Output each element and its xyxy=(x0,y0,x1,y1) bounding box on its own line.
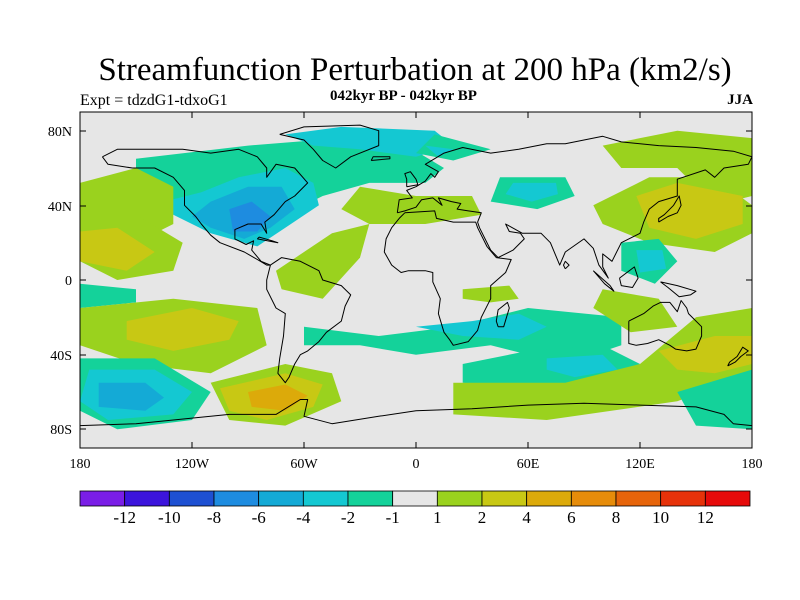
australia-coast xyxy=(628,300,703,352)
colorbar-label-0: -12 xyxy=(113,508,136,527)
contour-fill-layer xyxy=(80,126,752,430)
antarctica-coast xyxy=(80,399,752,427)
japan-coast xyxy=(658,195,682,223)
colorbar-label-12: 10 xyxy=(652,508,669,527)
colorbar-label-2: -8 xyxy=(207,508,221,527)
contour-central-asia-low-inner xyxy=(505,182,558,202)
contour-equatorial-pacific-high-inner xyxy=(126,308,239,351)
season-label: JJA xyxy=(727,92,753,108)
contour-indian-ocean-high xyxy=(593,289,678,333)
colorbar-labels: -12 -10 -8 -6 -4 -2 -1 1 2 4 6 8 10 12 xyxy=(113,508,713,527)
colorbar-box-12 xyxy=(615,490,662,507)
colorbar-box-10 xyxy=(526,490,572,507)
colorbar-box-13 xyxy=(660,490,706,507)
cuba-coast xyxy=(256,236,279,244)
contour-far-south-east-low xyxy=(677,369,752,430)
sri-lanka-coast xyxy=(563,260,570,270)
period-label: 042kyr BP - 042kyr BP xyxy=(330,88,477,104)
colorbar-label-13: 12 xyxy=(697,508,714,527)
sumatra-coast xyxy=(592,270,615,292)
lon-tick-60w: 60W xyxy=(290,457,318,472)
coastline-layer xyxy=(80,124,752,427)
africa-coast xyxy=(383,210,512,346)
lat-ticks xyxy=(80,130,752,430)
colorbar-label-10: 6 xyxy=(567,508,576,527)
colorbar-box-9 xyxy=(481,490,528,507)
lat-tick-40n: 40N xyxy=(48,200,72,215)
colorbar xyxy=(79,490,751,507)
colorbar-label-4: -4 xyxy=(296,508,311,527)
borneo-coast xyxy=(619,266,639,288)
colorbar-box-6 xyxy=(347,490,394,507)
colorbar-box-1 xyxy=(124,490,170,507)
new-guinea-coast xyxy=(660,281,697,298)
lon-tick-60e: 60E xyxy=(517,457,540,472)
colorbar-box-7 xyxy=(392,490,438,507)
experiment-label: Expt = tdzdG1-tdxoG1 xyxy=(80,92,228,109)
contour-arctic-east-low xyxy=(416,134,491,161)
lon-ticks xyxy=(79,112,753,448)
contour-south-atlantic-low-inner xyxy=(416,313,547,340)
colorbar-box-4 xyxy=(258,490,304,507)
lat-tick-80n: 80N xyxy=(48,125,72,140)
colorbar-box-11 xyxy=(570,490,617,507)
madagascar-coast xyxy=(495,301,510,328)
colorbar-label-5: -2 xyxy=(341,508,355,527)
colorbar-label-8: 2 xyxy=(478,508,487,527)
contour-mid-atlantic-high xyxy=(276,224,370,299)
lon-tick-120w: 120W xyxy=(175,457,210,472)
contour-arctic-low xyxy=(285,126,454,157)
contour-western-pacific-low-inner xyxy=(636,250,667,273)
colorbar-box-5 xyxy=(302,490,349,507)
colorbar-label-9: 4 xyxy=(522,508,531,527)
south-america-coast xyxy=(266,257,352,384)
greenland-coast xyxy=(279,124,380,169)
contour-arctic-east-low-inner xyxy=(425,145,454,157)
north-america-coast xyxy=(101,148,309,266)
colorbar-label-11: 8 xyxy=(612,508,621,527)
colorbar-box-2 xyxy=(168,490,215,507)
contour-eurasia-high xyxy=(341,186,482,224)
lat-tick-80s: 80S xyxy=(50,423,72,438)
colorbar-box-0 xyxy=(79,490,126,507)
iceland-coast xyxy=(370,156,391,161)
lon-tick-180w: 180 xyxy=(70,457,91,472)
lon-tick-180e: 180 xyxy=(742,457,763,472)
contour-east-asia-high-inner xyxy=(636,182,743,239)
colorbar-label-1: -10 xyxy=(158,508,181,527)
eurasia-coast xyxy=(396,135,752,279)
contour-tropical-east-pacific-low xyxy=(80,283,136,308)
contour-pacific-subtropical-high-inner xyxy=(80,227,155,271)
lat-tick-0: 0 xyxy=(65,274,72,289)
colorbar-label-6: -1 xyxy=(386,508,400,527)
colorbar-box-8 xyxy=(436,490,483,507)
chart-title: Streamfunction Perturbation at 200 hPa (… xyxy=(98,52,732,88)
uk-coast xyxy=(404,171,419,188)
colorbar-label-3: -6 xyxy=(252,508,266,527)
colorbar-box-3 xyxy=(213,490,260,507)
colorbar-box-14 xyxy=(704,490,751,507)
lon-tick-0: 0 xyxy=(413,457,420,472)
lat-tick-40s: 40S xyxy=(50,349,72,364)
colorbar-label-7: 1 xyxy=(433,508,442,527)
new-zealand-coast xyxy=(727,346,749,367)
contour-south-indian-low-inner xyxy=(546,354,618,378)
contour-south-pacific-low-core xyxy=(98,382,164,411)
lon-tick-120e: 120E xyxy=(625,457,655,472)
